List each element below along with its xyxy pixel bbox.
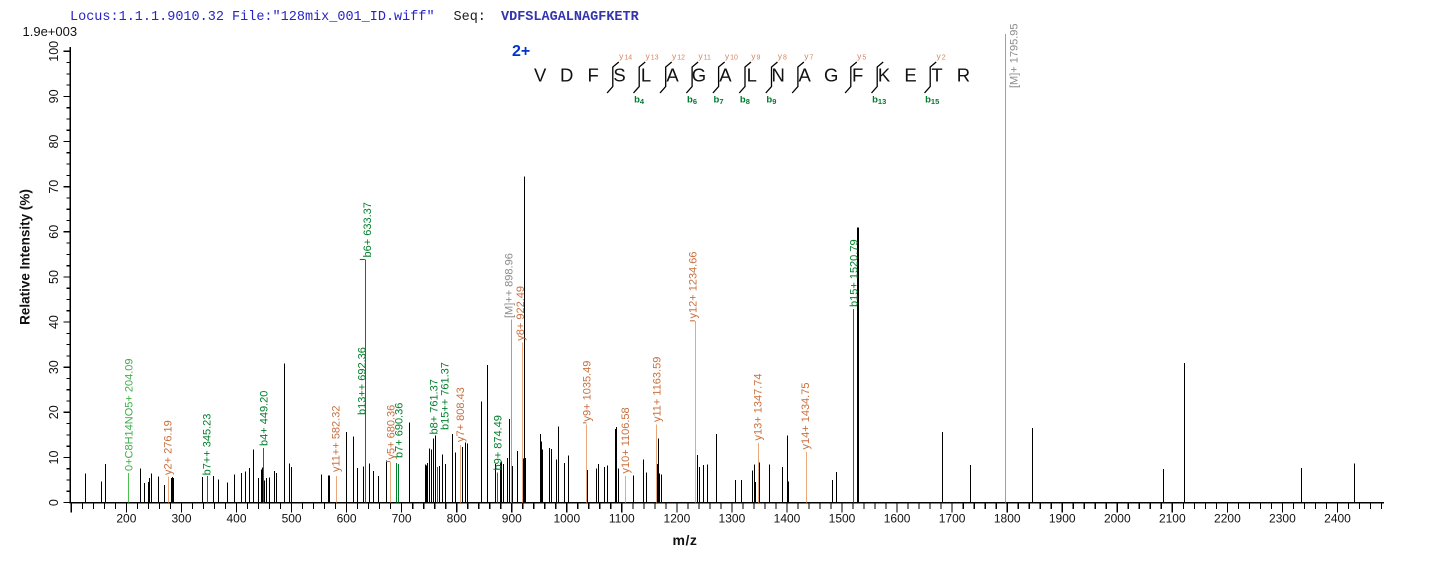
svg-text:10: 10 <box>47 451 61 465</box>
svg-text:1400: 1400 <box>774 512 801 526</box>
svg-text:900: 900 <box>502 512 522 526</box>
svg-text:40: 40 <box>47 315 61 329</box>
svg-text:N: N <box>772 65 785 86</box>
svg-text:y7: y7 <box>804 51 813 62</box>
svg-text:b9+ 874.49: b9+ 874.49 <box>493 415 505 470</box>
svg-text:Locus:1.1.1.9010.32 File:"128m: Locus:1.1.1.9010.32 File:"128mix_001_ID.… <box>70 10 435 25</box>
svg-text:2200: 2200 <box>1214 512 1241 526</box>
svg-text:30: 30 <box>47 360 61 374</box>
svg-text:y11+ 1163.59: y11+ 1163.59 <box>652 357 664 422</box>
svg-text:2400: 2400 <box>1324 512 1351 526</box>
svg-text:b8+ 761.37: b8+ 761.37 <box>429 379 441 434</box>
svg-text:b13: b13 <box>872 95 886 107</box>
svg-text:K: K <box>878 65 891 86</box>
svg-text:1200: 1200 <box>664 512 691 526</box>
svg-text:b7+ 690.36: b7+ 690.36 <box>394 403 406 458</box>
svg-text:700: 700 <box>392 512 412 526</box>
svg-text:y10+ 1106.58: y10+ 1106.58 <box>620 407 632 473</box>
svg-text:1100: 1100 <box>609 512 635 526</box>
svg-text:y11: y11 <box>698 51 711 62</box>
svg-text:2100: 2100 <box>1159 512 1186 526</box>
svg-text:y2: y2 <box>937 51 946 62</box>
svg-text:m/z: m/z <box>673 532 698 548</box>
svg-text:2000: 2000 <box>1104 512 1131 526</box>
svg-text:[M]++ 898.96: [M]++ 898.96 <box>504 253 516 318</box>
svg-text:y13+ 1347.74: y13+ 1347.74 <box>752 374 764 441</box>
svg-text:y11++ 582.32: y11++ 582.32 <box>330 406 342 472</box>
svg-text:Relative Intensity (%): Relative Intensity (%) <box>18 189 33 325</box>
svg-text:300: 300 <box>171 512 191 526</box>
svg-text:1000: 1000 <box>553 512 580 526</box>
svg-text:y9+ 1035.49: y9+ 1035.49 <box>582 361 594 422</box>
svg-text:1700: 1700 <box>939 512 966 526</box>
svg-text:1600: 1600 <box>884 512 911 526</box>
svg-text:y5+ 680.36: y5+ 680.36 <box>386 405 398 460</box>
svg-text:100: 100 <box>47 41 61 62</box>
svg-text:y10: y10 <box>725 51 738 62</box>
svg-text:800: 800 <box>447 512 467 526</box>
svg-text:b6: b6 <box>687 95 697 107</box>
svg-text:50: 50 <box>47 270 61 284</box>
svg-text:b6+ 633.37: b6+ 633.37 <box>362 202 374 257</box>
svg-text:y8: y8 <box>778 51 787 62</box>
svg-text:V: V <box>534 65 547 86</box>
svg-text:b15++ 761.37: b15++ 761.37 <box>439 362 451 430</box>
svg-text:1.9e+003: 1.9e+003 <box>23 24 78 39</box>
svg-text:y8+ 922.49: y8+ 922.49 <box>515 286 527 341</box>
svg-text:y5: y5 <box>857 51 866 62</box>
svg-text:60: 60 <box>47 225 61 239</box>
svg-text:20: 20 <box>47 405 61 419</box>
svg-text:600: 600 <box>337 512 357 526</box>
svg-text:0: 0 <box>47 499 61 506</box>
svg-text:1300: 1300 <box>719 512 746 526</box>
svg-text:y2+ 276.19: y2+ 276.19 <box>163 420 175 475</box>
svg-text:A: A <box>666 65 679 86</box>
svg-text:L: L <box>747 65 757 86</box>
svg-text:2300: 2300 <box>1269 512 1296 526</box>
svg-text:G: G <box>692 65 706 86</box>
svg-text:L: L <box>641 65 651 86</box>
svg-text:400: 400 <box>226 512 246 526</box>
svg-text:b15+ 1520.79: b15+ 1520.79 <box>848 239 860 307</box>
svg-text:Seq:: Seq: <box>454 10 486 25</box>
svg-text:500: 500 <box>282 512 302 526</box>
svg-text:70: 70 <box>47 180 61 194</box>
svg-text:y14: y14 <box>619 51 632 62</box>
svg-text:A: A <box>799 65 812 86</box>
svg-text:y12: y12 <box>672 51 685 62</box>
svg-text:b7++ 345.23: b7++ 345.23 <box>202 414 214 476</box>
svg-text:y12+ 1234.66: y12+ 1234.66 <box>688 252 700 319</box>
svg-text:80: 80 <box>47 135 61 149</box>
svg-text:0+C8H14NO5+ 204.09: 0+C8H14NO5+ 204.09 <box>123 358 135 471</box>
svg-text:b13++ 692.36: b13++ 692.36 <box>356 347 368 415</box>
svg-text:200: 200 <box>116 512 136 526</box>
svg-text:y14+ 1434.75: y14+ 1434.75 <box>800 383 812 450</box>
svg-text:y13: y13 <box>646 51 659 62</box>
svg-text:b8: b8 <box>740 95 750 107</box>
svg-text:y9: y9 <box>751 51 760 62</box>
svg-text:[M]+ 1795.95: [M]+ 1795.95 <box>1009 23 1021 88</box>
svg-text:2+: 2+ <box>512 43 530 60</box>
svg-text:b4: b4 <box>634 95 645 107</box>
svg-text:F: F <box>587 65 598 86</box>
svg-text:A: A <box>719 65 732 86</box>
svg-text:G: G <box>824 65 838 86</box>
svg-text:D: D <box>560 65 573 86</box>
svg-text:b15: b15 <box>925 95 939 107</box>
svg-text:90: 90 <box>47 89 61 103</box>
svg-text:b7: b7 <box>714 95 724 107</box>
svg-text:1800: 1800 <box>994 512 1021 526</box>
svg-text:b4+ 449.20: b4+ 449.20 <box>259 391 271 446</box>
svg-text:F: F <box>852 65 863 86</box>
svg-text:R: R <box>957 65 970 86</box>
svg-text:T: T <box>931 65 942 86</box>
svg-text:E: E <box>904 65 916 86</box>
svg-text:1500: 1500 <box>829 512 856 526</box>
svg-text:S: S <box>613 65 625 86</box>
svg-text:y7+ 808.43: y7+ 808.43 <box>455 387 467 442</box>
svg-text:b9: b9 <box>766 95 776 107</box>
svg-text:1900: 1900 <box>1049 512 1076 526</box>
svg-text:VDFSLAGALNAGFKETR: VDFSLAGALNAGFKETR <box>501 10 640 25</box>
